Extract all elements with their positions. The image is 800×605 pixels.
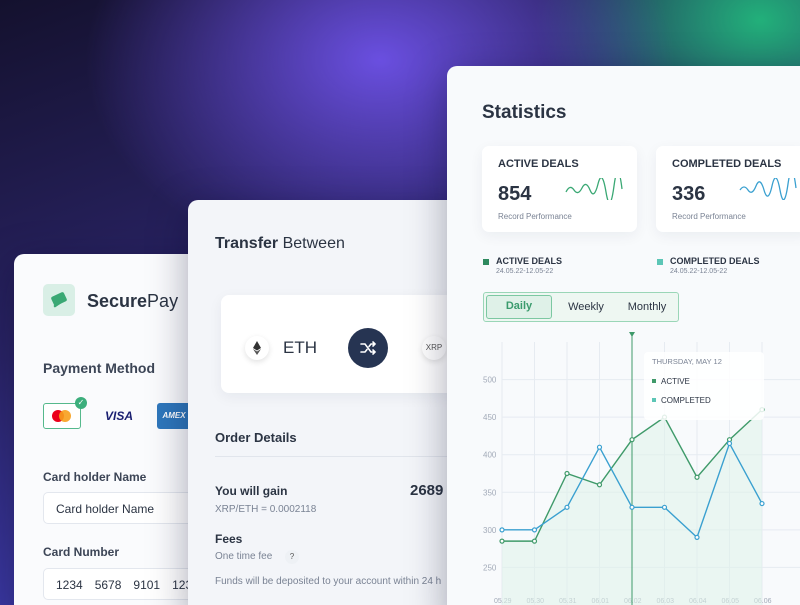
tile-value: 336: [672, 183, 706, 205]
active-deals-tile: ACTIVE DEALS 854 Record Performance: [482, 146, 637, 232]
y-tick-label: 300: [483, 526, 497, 535]
legend-range: 24.05.22-12.05-22: [670, 268, 728, 275]
tile-subtitle: Record Performance: [498, 212, 572, 221]
data-point: [661, 504, 668, 510]
data-point: [759, 500, 765, 507]
data-point: [596, 482, 603, 488]
card-number-group: 5678: [94, 578, 122, 592]
swap-button[interactable]: [348, 328, 388, 368]
divider: [215, 456, 468, 457]
selected-check-icon: ✓: [75, 397, 87, 409]
statistics-card: Statistics ACTIVE DEALS 854 Record Perfo…: [447, 66, 800, 605]
fees-type: One time fee: [215, 551, 273, 562]
exchange-rate: XRP/ETH = 0.0002118: [215, 504, 317, 515]
legend-range: 24.05.22-12.05-22: [496, 268, 554, 275]
tooltip-label: ACTIVE: [661, 377, 690, 386]
mastercard-yellow-circle: [59, 410, 71, 422]
data-point: [499, 527, 505, 533]
tile-label: ACTIVE DEALS: [498, 158, 579, 170]
tooltip-label: COMPLETED: [661, 396, 711, 405]
data-point: [564, 504, 570, 510]
x-tick-label: 06.06: [754, 598, 772, 605]
data-point: [531, 538, 538, 544]
visa-option[interactable]: VISA: [104, 409, 133, 423]
transfer-card: Transfer Between ETH XRP Order Details Y…: [188, 200, 468, 605]
tab-monthly[interactable]: Monthly: [627, 301, 667, 313]
payment-method-title: Payment Method: [43, 360, 156, 376]
card-number-label: Card Number: [43, 545, 120, 559]
y-tick-label: 450: [483, 413, 497, 422]
tooltip-swatch: [652, 398, 656, 402]
tooltip-date: THURSDAY, MAY 12: [652, 357, 722, 366]
xrp-icon: XRP: [422, 336, 446, 360]
order-details-title: Order Details: [215, 430, 297, 445]
y-tick-label: 350: [483, 488, 497, 497]
statistics-title: Statistics: [482, 102, 567, 123]
mastercard-option[interactable]: [43, 403, 81, 429]
deals-line-chart: 50045040035030025005.2905.3005.3106.0106…: [483, 332, 800, 605]
tooltip-box: [644, 352, 764, 420]
sparkline-icon: [739, 178, 797, 200]
card-logo-icon: [43, 284, 75, 316]
legend-swatch: [657, 259, 663, 265]
cursor-marker: [629, 332, 635, 337]
card-holder-label: Card holder Name: [43, 470, 147, 484]
shuffle-icon: [360, 341, 377, 355]
swap-panel: ETH XRP: [221, 295, 461, 393]
tile-label: COMPLETED DEALS: [672, 158, 782, 170]
from-coin-label: ETH: [283, 338, 317, 357]
tab-daily[interactable]: Daily: [486, 295, 552, 319]
gain-label: You will gain: [215, 484, 288, 498]
period-switcher: Daily Weekly Monthly: [483, 292, 679, 322]
data-point: [726, 440, 733, 447]
sparkline-icon: [565, 178, 623, 200]
tooltip-swatch: [652, 379, 656, 383]
completed-deals-tile: COMPLETED DEALS 336 Record Performance: [656, 146, 800, 232]
data-point: [694, 474, 700, 480]
gain-value: 2689: [410, 482, 444, 499]
tab-weekly[interactable]: Weekly: [568, 301, 604, 313]
card-number-group: 1234: [56, 578, 83, 592]
data-point: [499, 538, 505, 544]
transfer-title: Transfer Between: [215, 235, 345, 252]
y-tick-label: 400: [483, 451, 497, 460]
tile-subtitle: Record Performance: [672, 212, 746, 221]
brand-title: SecurePay: [87, 291, 179, 311]
y-tick-label: 500: [483, 376, 497, 385]
deposit-note: Funds will be deposited to your account …: [215, 576, 442, 587]
y-tick-label: 250: [483, 563, 497, 572]
eth-icon: [245, 336, 269, 360]
fees-label: Fees: [215, 532, 243, 546]
data-point: [596, 444, 603, 450]
data-point: [564, 470, 570, 477]
data-point: [694, 534, 700, 540]
data-point: [629, 504, 635, 510]
card-number-group: 9101: [133, 578, 161, 592]
amex-option[interactable]: AMEX: [157, 403, 191, 429]
data-point: [629, 437, 635, 443]
data-point: [531, 527, 538, 533]
legend-swatch: [483, 259, 489, 265]
legend-label: COMPLETED DEALS: [670, 256, 760, 266]
legend-label: ACTIVE DEALS: [496, 256, 563, 266]
tile-value: 854: [498, 183, 532, 205]
help-icon[interactable]: ?: [285, 550, 299, 564]
